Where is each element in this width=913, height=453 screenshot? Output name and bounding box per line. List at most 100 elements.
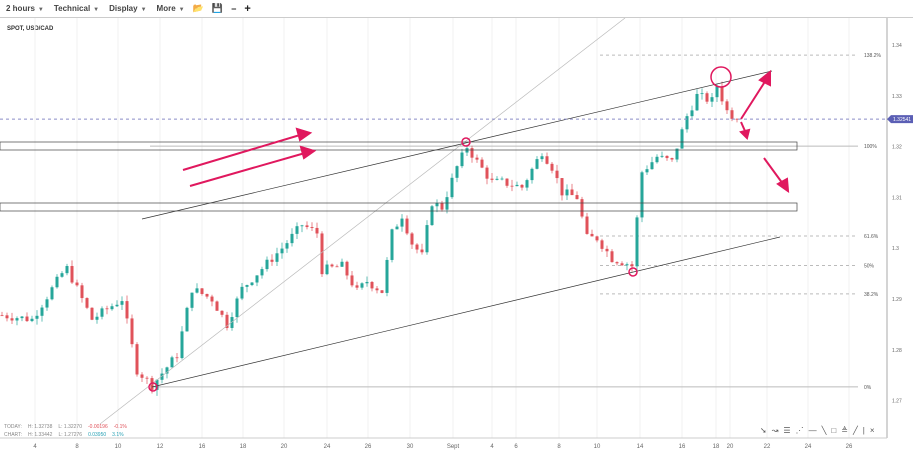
- candle-body: [315, 227, 319, 234]
- candle-body: [385, 259, 389, 293]
- candle-body: [145, 377, 149, 379]
- candle-body: [250, 282, 254, 286]
- candle-body: [630, 264, 634, 267]
- zoom-in-button[interactable]: +: [244, 2, 251, 15]
- candle-body: [390, 229, 394, 260]
- candle-body: [720, 86, 724, 102]
- pointer-icon[interactable]: ➘: [760, 426, 767, 435]
- drawing-toolbar: ➘ ↝ ☰ ⋰ — ╲ □ ≜ ╱ | ×: [760, 426, 875, 435]
- candle-body: [325, 264, 329, 275]
- candle-body: [515, 184, 519, 187]
- display-dropdown[interactable]: Display ▼: [109, 4, 146, 13]
- candle-body: [70, 266, 74, 283]
- stat-pct: -0.1%: [113, 424, 127, 430]
- candle-body: [725, 101, 729, 111]
- candle-body: [20, 316, 24, 319]
- x-tick-label: 20: [281, 444, 288, 450]
- resistance-zone: [0, 141, 798, 151]
- toolbar: 2 hours ▼ Technical ▼ Display ▼ More ▼ 📂 💾 −…: [0, 0, 913, 18]
- candle-body: [655, 156, 659, 163]
- close-icon[interactable]: ×: [869, 426, 875, 435]
- y-tick-label: 1.29: [892, 297, 902, 303]
- candle-body: [380, 290, 384, 293]
- x-tick-label: 24: [805, 444, 812, 450]
- breakout-marker: [461, 137, 471, 147]
- candle-body: [540, 156, 544, 160]
- fib-levels: 138.2% 100% 61.6% 50% 38.2% 0%: [150, 53, 882, 391]
- candle-body: [545, 156, 549, 164]
- text-icon[interactable]: ≜: [841, 426, 848, 435]
- candle-body: [60, 273, 64, 277]
- more-dropdown[interactable]: More ▼: [157, 4, 185, 13]
- candle-body: [560, 178, 564, 196]
- zoom-out-button[interactable]: −: [231, 3, 237, 14]
- candle-body: [400, 218, 404, 227]
- candle-body: [620, 263, 624, 266]
- candle-body: [410, 233, 414, 245]
- price-chart[interactable]: 138.2%100%61.6%50%38.2%0% 1.341.331.321.…: [0, 18, 913, 453]
- channel-lower-line: [151, 236, 781, 388]
- candle-body: [110, 306, 114, 310]
- candle-body: [345, 261, 349, 276]
- candle-body: [670, 158, 674, 160]
- candle-body: [625, 264, 629, 266]
- save-icon[interactable]: 💾: [211, 3, 224, 13]
- support-zone: [0, 202, 798, 212]
- candle-body: [665, 155, 669, 159]
- candle-body: [695, 93, 699, 111]
- candle-body: [635, 217, 639, 267]
- technical-dropdown[interactable]: Technical ▼: [54, 4, 99, 13]
- candle-body: [30, 318, 34, 322]
- candle-body: [430, 206, 434, 226]
- candle-body: [510, 185, 514, 187]
- chevron-down-icon: ▼: [37, 7, 44, 13]
- candle-body: [610, 251, 614, 263]
- candle-body: [120, 301, 124, 305]
- candle-body: [425, 225, 429, 253]
- curve-icon[interactable]: ↝: [771, 426, 779, 435]
- trendline-icon[interactable]: ╱: [852, 426, 858, 435]
- candle-body: [65, 266, 69, 274]
- x-tick-label: 6: [514, 444, 518, 450]
- stat-high: H: 1.33442: [27, 432, 53, 438]
- candle-body: [500, 178, 504, 180]
- timeframe-dropdown[interactable]: 2 hours ▼: [6, 4, 44, 13]
- ray-icon[interactable]: ╲: [821, 426, 827, 435]
- candle-body: [265, 259, 269, 270]
- candle-body: [480, 159, 484, 168]
- retest-marker: [628, 267, 638, 277]
- stat-low: L: 1.27276: [58, 432, 83, 438]
- fib-label: 38.2%: [864, 292, 879, 298]
- candle-body: [330, 264, 334, 267]
- y-tick-label: 1.33: [892, 94, 902, 100]
- candle-body: [590, 233, 594, 237]
- fib-icon[interactable]: ☰: [783, 426, 791, 435]
- candle-body: [205, 293, 209, 297]
- pitchfork-icon[interactable]: ⋰: [795, 426, 804, 435]
- x-tick-label: 26: [365, 444, 372, 450]
- candle-body: [175, 357, 179, 359]
- candle-body: [455, 166, 459, 178]
- candle-body: [405, 218, 409, 234]
- down-arrow: [763, 157, 784, 185]
- x-axis: 4 8 10 12 16 18 20 24 26 30 Sept 4 6 8 10 14 16 18 20 22 24 2…: [33, 444, 853, 450]
- x-tick-label: Sept: [447, 444, 460, 450]
- candle-body: [40, 307, 44, 316]
- candle-body: [530, 168, 534, 181]
- candle-body: [355, 285, 359, 288]
- more-label: More: [156, 4, 176, 13]
- candle-body: [445, 197, 449, 210]
- stat-change: -0.00196: [88, 424, 108, 430]
- horizontal-line-icon[interactable]: —: [808, 426, 817, 435]
- folder-open-icon[interactable]: 📂: [192, 3, 204, 13]
- candle-body: [685, 116, 689, 130]
- candle-body: [460, 152, 464, 167]
- candle-body: [360, 283, 364, 288]
- stat-low: L: 1.32270: [58, 424, 82, 430]
- stats-today: TODAY: H: 1.32738 L: 1.32270 -0.00196 -0.1%: [4, 423, 133, 431]
- stats-panel: TODAY: H: 1.32738 L: 1.32270 -0.00196 -0.1% …: [4, 423, 133, 439]
- x-tick-label: 4: [33, 444, 37, 450]
- candle-body: [10, 318, 14, 321]
- rectangle-icon[interactable]: □: [831, 426, 837, 435]
- x-tick-label: 24: [324, 444, 331, 450]
